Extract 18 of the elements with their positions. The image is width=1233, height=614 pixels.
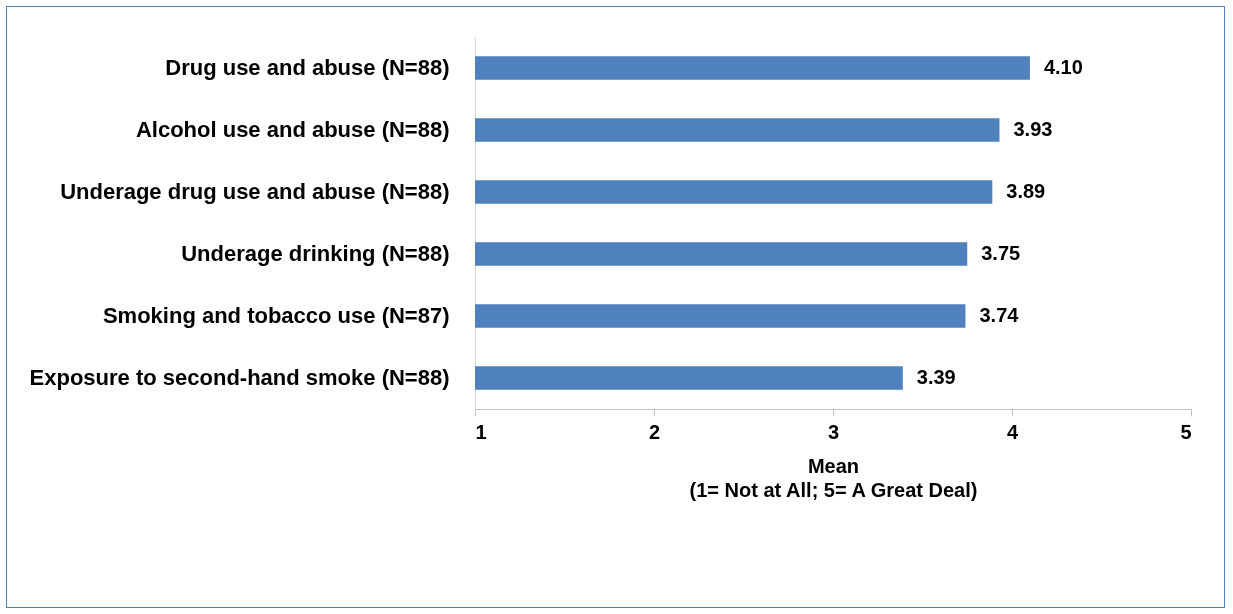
data-label: 4.10 — [1043, 56, 1083, 78]
data-label: 3.89 — [1006, 180, 1046, 202]
x-tick-label: 3 — [827, 420, 840, 443]
x-tick-label: 2 — [648, 420, 661, 443]
data-label: 3.74 — [979, 304, 1020, 326]
x-tick-label: 5 — [1180, 420, 1192, 443]
y-tick-label: Exposure to second-hand smoke (N=88) — [29, 365, 450, 390]
x-axis-title: Mean (1= Not at All; 5= A Great Deal) — [689, 454, 978, 501]
x-tick-label: 4 — [1006, 420, 1019, 443]
data-label: 3.75 — [981, 242, 1021, 264]
y-tick-label: Alcohol use and abuse (N=88) — [135, 117, 450, 142]
data-label: 3.39 — [916, 366, 956, 388]
y-tick-label: Smoking and tobacco use (N=87) — [102, 303, 450, 328]
y-tick-label: Underage drinking (N=88) — [181, 241, 450, 266]
data-label: 3.93 — [1013, 118, 1053, 140]
y-tick-label: Drug use and abuse (N=88) — [165, 55, 450, 80]
x-tick-label: 1 — [475, 420, 487, 443]
y-tick-label: Underage drug use and abuse (N=88) — [60, 179, 450, 204]
